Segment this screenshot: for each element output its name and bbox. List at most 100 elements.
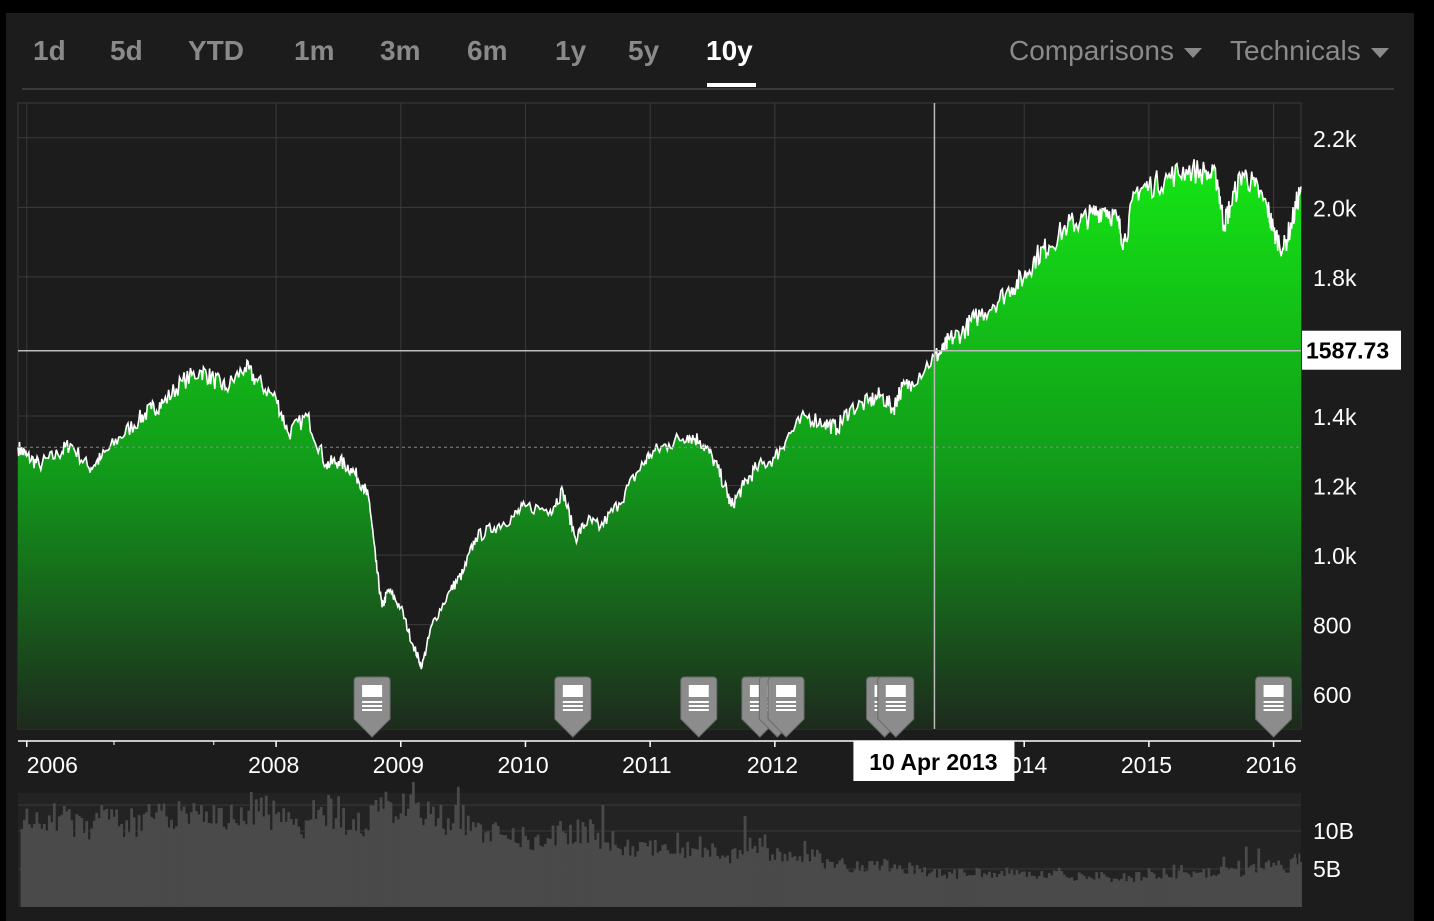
volume-bar bbox=[262, 816, 266, 907]
volume-bar bbox=[623, 846, 627, 907]
volume-bar bbox=[347, 829, 350, 907]
volume-bar bbox=[137, 815, 141, 907]
volume-bar bbox=[840, 858, 844, 907]
tab-3m[interactable]: 3m bbox=[380, 35, 421, 66]
volume-bar bbox=[464, 835, 468, 907]
volume-bar bbox=[192, 803, 196, 907]
volume-bar bbox=[37, 823, 41, 907]
tab-5y[interactable]: 5y bbox=[628, 35, 660, 66]
volume-bar bbox=[718, 858, 722, 907]
volume-bar bbox=[224, 829, 228, 907]
volume-bar bbox=[678, 853, 682, 907]
tab-5d[interactable]: 5d bbox=[110, 35, 143, 66]
volume-bar bbox=[594, 840, 597, 907]
volume-bar bbox=[394, 816, 398, 907]
volume-bar bbox=[1190, 877, 1193, 907]
volume-bar bbox=[496, 826, 500, 907]
tab-10y[interactable]: 10y bbox=[706, 35, 753, 66]
volume-bar bbox=[723, 857, 727, 907]
volume-bar bbox=[656, 852, 660, 907]
volume-bar bbox=[915, 865, 919, 907]
volume-bar bbox=[875, 861, 879, 907]
volume-bar bbox=[322, 815, 326, 907]
volume-bar bbox=[1027, 871, 1031, 907]
cursor-value-label: 1587.73 bbox=[1302, 330, 1401, 370]
volume-bar bbox=[611, 831, 615, 907]
volume-bar bbox=[1035, 878, 1039, 907]
volume-bar bbox=[95, 812, 99, 907]
volume-bar bbox=[880, 865, 884, 907]
volume-bar bbox=[865, 870, 869, 907]
volume-bar bbox=[402, 793, 405, 907]
volume-bar bbox=[900, 869, 904, 907]
volume-bar bbox=[885, 860, 889, 907]
volume-bar bbox=[990, 877, 994, 907]
volume-bar bbox=[701, 857, 705, 907]
volume-bar bbox=[237, 825, 241, 907]
volume-bar bbox=[499, 834, 503, 907]
volume-bar bbox=[412, 781, 415, 907]
comparisons-dropdown[interactable]: Comparisons bbox=[1009, 35, 1202, 67]
volume-bar bbox=[416, 802, 420, 907]
volume-bar bbox=[1229, 867, 1233, 907]
volume-bar bbox=[55, 830, 59, 907]
volume-bar bbox=[970, 875, 974, 907]
volume-bar bbox=[72, 836, 76, 907]
volume-bar bbox=[1222, 856, 1226, 907]
volume-bar bbox=[940, 875, 944, 907]
tab-1y[interactable]: 1y bbox=[555, 35, 587, 66]
tab-1m[interactable]: 1m bbox=[294, 35, 335, 66]
volume-bar bbox=[1200, 872, 1203, 907]
volume-bar bbox=[541, 846, 545, 907]
volume-bar bbox=[481, 842, 485, 907]
volume-bar bbox=[1105, 876, 1109, 907]
volume-bar bbox=[1262, 869, 1266, 907]
volume-bar bbox=[1097, 878, 1101, 907]
volume-bar bbox=[549, 838, 552, 907]
volume-bar bbox=[561, 831, 565, 907]
volume-bar bbox=[257, 811, 261, 907]
volume-bar bbox=[352, 819, 355, 907]
volume-bar bbox=[105, 808, 109, 907]
range-tabs: 1d 5d YTD 1m 3m 6m 1y 5y 10y Comparisons… bbox=[6, 13, 1414, 88]
volume-bar bbox=[776, 848, 779, 907]
volume-bar bbox=[1214, 875, 1218, 907]
technicals-dropdown[interactable]: Technicals bbox=[1230, 35, 1389, 67]
tab-6m[interactable]: 6m bbox=[467, 35, 508, 66]
chevron-down-icon bbox=[1183, 47, 1202, 58]
volume-bar bbox=[274, 814, 278, 907]
volume-bar bbox=[30, 827, 34, 907]
volume-bar bbox=[277, 812, 281, 907]
volume-bar bbox=[1017, 873, 1021, 907]
volume-bar bbox=[738, 849, 742, 907]
volume-bar bbox=[726, 855, 729, 907]
volume-bar bbox=[1180, 865, 1183, 907]
volume-bar bbox=[364, 828, 368, 907]
volume-bar bbox=[1110, 881, 1114, 907]
volume-bar bbox=[604, 842, 607, 907]
x-tick-label: 2008 bbox=[248, 752, 299, 778]
volume-bar bbox=[731, 849, 734, 907]
volume-bar bbox=[344, 834, 348, 907]
news-markers bbox=[353, 676, 1293, 738]
volume-bar bbox=[135, 836, 138, 907]
tab-1d[interactable]: 1d bbox=[33, 35, 66, 66]
volume-bar bbox=[272, 800, 276, 907]
volume-bar bbox=[743, 816, 747, 907]
volume-bar bbox=[628, 855, 632, 907]
news-doc-line bbox=[776, 709, 797, 711]
volume-bar bbox=[444, 834, 448, 907]
tab-ytd[interactable]: YTD bbox=[188, 35, 244, 66]
volume-bar bbox=[1032, 875, 1036, 907]
volume-bar bbox=[132, 817, 136, 907]
volume-bar bbox=[516, 843, 520, 907]
volume-bar bbox=[219, 807, 223, 907]
news-doc-line bbox=[1263, 701, 1284, 703]
volume-bar bbox=[1040, 871, 1044, 907]
volume-bar bbox=[1237, 860, 1241, 907]
volume-bar bbox=[1202, 869, 1206, 907]
volume-bar bbox=[175, 826, 178, 907]
volume-bar bbox=[671, 853, 675, 907]
volume-bar bbox=[943, 874, 946, 907]
